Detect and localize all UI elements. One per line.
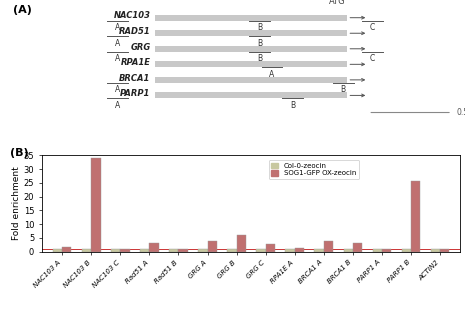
Bar <box>111 249 120 252</box>
Text: C: C <box>370 23 375 32</box>
Bar <box>62 248 72 252</box>
Bar <box>198 249 207 252</box>
Text: B: B <box>257 23 262 32</box>
Text: NAC103: NAC103 <box>113 12 151 21</box>
Bar <box>207 241 217 252</box>
Bar <box>169 249 179 252</box>
Bar <box>431 249 440 252</box>
Bar <box>372 249 382 252</box>
Bar <box>149 243 159 252</box>
Bar <box>402 249 411 252</box>
Text: A: A <box>114 54 120 64</box>
Text: C: C <box>370 54 375 64</box>
Bar <box>53 249 62 252</box>
Text: 0.5kb: 0.5kb <box>456 108 465 117</box>
Bar <box>155 15 347 21</box>
Bar <box>155 92 347 98</box>
Text: A: A <box>114 39 120 48</box>
Bar <box>266 244 275 252</box>
Text: A: A <box>114 23 120 32</box>
Text: B: B <box>340 85 346 94</box>
Text: B: B <box>257 39 262 48</box>
Text: RAD51: RAD51 <box>119 27 151 36</box>
Text: BRCA1: BRCA1 <box>120 73 151 83</box>
Text: A: A <box>269 70 275 79</box>
Bar <box>155 77 347 83</box>
Text: PARP1: PARP1 <box>120 89 151 98</box>
Bar <box>155 46 347 52</box>
Bar <box>82 249 91 252</box>
Bar <box>324 241 333 252</box>
Bar <box>440 249 449 252</box>
Bar <box>344 249 353 252</box>
Bar <box>353 243 362 252</box>
Bar <box>237 235 246 252</box>
Bar <box>155 61 347 67</box>
Bar <box>179 249 188 252</box>
Y-axis label: Fold enrichment: Fold enrichment <box>12 166 21 240</box>
Text: (B): (B) <box>10 148 29 158</box>
Text: RPA1E: RPA1E <box>120 58 151 67</box>
Text: GRG: GRG <box>130 42 151 52</box>
Text: (A): (A) <box>13 5 32 15</box>
Bar <box>227 249 237 252</box>
Legend: Col-0-zeocin, SOG1-GFP OX-zeocin: Col-0-zeocin, SOG1-GFP OX-zeocin <box>269 160 359 179</box>
Bar <box>314 249 324 252</box>
Bar <box>411 181 420 252</box>
Bar <box>91 158 100 252</box>
Text: B: B <box>257 54 262 64</box>
Text: A: A <box>114 85 120 94</box>
Bar <box>382 249 391 252</box>
Bar <box>286 249 295 252</box>
Bar <box>155 30 347 36</box>
Text: B: B <box>290 101 296 110</box>
Bar <box>140 249 149 252</box>
Text: A: A <box>114 101 120 110</box>
Text: ATG: ATG <box>329 0 345 6</box>
Bar <box>256 249 266 252</box>
Bar <box>120 249 130 252</box>
Bar <box>295 248 304 252</box>
